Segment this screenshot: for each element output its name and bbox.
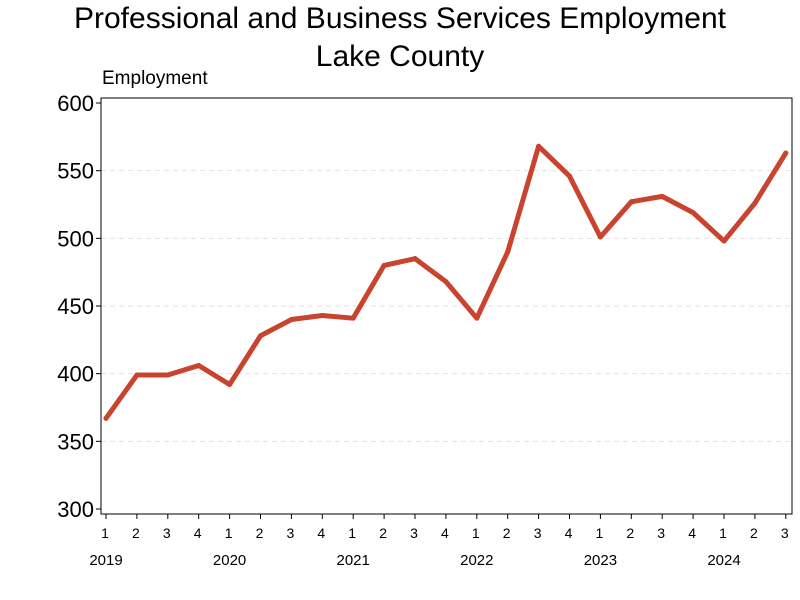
- y-tick-label: 600: [57, 91, 94, 116]
- x-tick-label: 3: [657, 525, 665, 541]
- y-tick-label: 450: [57, 294, 94, 319]
- x-tick-label: 4: [317, 525, 325, 541]
- x-tick-label: 4: [441, 525, 449, 541]
- x-tick-label: 1: [348, 525, 356, 541]
- data-point: [628, 199, 634, 205]
- year-label: 2023: [584, 552, 617, 569]
- x-tick-label: 4: [688, 525, 696, 541]
- year-label: 2019: [89, 552, 122, 569]
- x-tick-label: 2: [626, 525, 634, 541]
- x-tick-label: 2: [379, 525, 387, 541]
- data-point: [474, 315, 480, 321]
- x-tick-label: 4: [194, 525, 202, 541]
- y-tick-label: 400: [57, 362, 94, 387]
- x-tick-label: 3: [781, 525, 789, 541]
- y-tick-label: 550: [57, 159, 94, 184]
- data-point: [350, 315, 356, 321]
- data-point: [258, 333, 263, 339]
- x-tick-label: 1: [101, 525, 109, 541]
- x-tick-label: 2: [750, 525, 758, 541]
- data-point: [443, 279, 449, 285]
- year-label: 2020: [213, 552, 246, 569]
- x-tick-label: 3: [287, 525, 295, 541]
- x-tick-label: 1: [472, 525, 480, 541]
- data-point: [227, 381, 233, 387]
- chart-title: Professional and Business Services Emplo…: [74, 2, 726, 35]
- data-point: [597, 234, 603, 240]
- x-tick-label: 3: [410, 525, 418, 541]
- data-point: [690, 210, 696, 216]
- data-point: [103, 415, 109, 421]
- data-point: [752, 200, 758, 206]
- year-label: 2024: [707, 552, 740, 569]
- data-point: [659, 193, 665, 199]
- data-point: [288, 317, 294, 323]
- x-tick-label: 4: [565, 525, 573, 541]
- x-tick-label: 3: [163, 525, 171, 541]
- x-tick-label: 1: [225, 525, 233, 541]
- x-tick-label: 1: [596, 525, 604, 541]
- y-axis-label: Employment: [102, 68, 208, 89]
- data-point: [721, 238, 727, 244]
- year-label: 2022: [460, 552, 493, 569]
- x-tick-label: 2: [256, 525, 264, 541]
- x-tick-label: 3: [534, 525, 542, 541]
- x-tick-label: 1: [719, 525, 727, 541]
- y-tick-label: 350: [57, 429, 94, 454]
- data-point: [783, 150, 789, 156]
- chart-subtitle: Lake County: [315, 40, 485, 73]
- data-point: [319, 312, 325, 318]
- y-tick-label: 300: [57, 497, 94, 522]
- data-point: [134, 372, 140, 378]
- data-point: [196, 363, 202, 369]
- data-point: [505, 249, 511, 255]
- x-tick-label: 2: [132, 525, 140, 541]
- year-label: 2021: [337, 552, 370, 569]
- x-tick-label: 2: [503, 525, 511, 541]
- data-point: [165, 372, 171, 378]
- data-point: [412, 256, 418, 262]
- data-point: [567, 173, 572, 179]
- data-point: [381, 262, 387, 268]
- data-point: [536, 143, 542, 149]
- y-tick-label: 500: [57, 226, 94, 251]
